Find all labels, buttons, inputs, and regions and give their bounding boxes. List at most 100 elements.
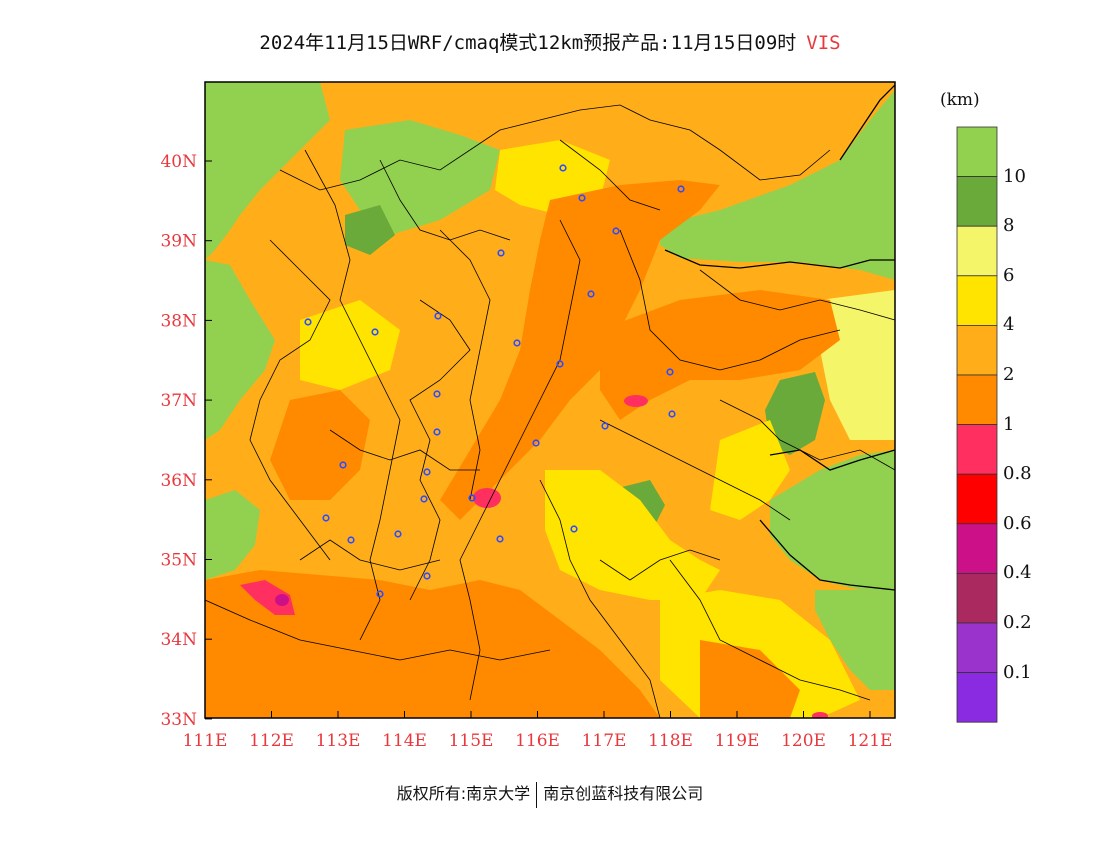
- field-orange-se: [700, 640, 800, 718]
- legend-label: 8: [1003, 215, 1015, 237]
- legend-label: 0.4: [1003, 562, 1032, 584]
- legend-colorbar: [956, 126, 998, 723]
- field-yellow-3: [710, 420, 790, 520]
- map-field: [205, 82, 895, 718]
- city-marker: [570, 525, 578, 533]
- legend-unit: (km): [940, 90, 980, 110]
- lon-tick-label: 121E: [848, 731, 893, 751]
- city-marker: [513, 339, 521, 347]
- field-pink-1: [473, 488, 501, 508]
- coastline: [664, 84, 895, 591]
- copyright-right: 南京创蓝科技有限公司: [543, 784, 704, 803]
- lon-tick-label: 115E: [449, 731, 494, 751]
- lon-tick-label: 112E: [249, 731, 294, 751]
- field-w-green: [205, 260, 275, 440]
- copyright: 版权所有:南京大学 南京创蓝科技有限公司: [0, 780, 1100, 808]
- field-pink-2: [624, 395, 648, 407]
- field-orange-band-1: [440, 180, 720, 520]
- city-marker: [559, 164, 567, 172]
- field-pink-3: [240, 580, 295, 615]
- field-pink-4: [812, 712, 828, 718]
- lon-tick-label: 111E: [183, 731, 228, 751]
- city-marker: [612, 227, 620, 235]
- field-orange-south: [205, 570, 660, 718]
- lat-tick-label: 34N: [160, 630, 197, 650]
- copyright-left: 版权所有:南京大学: [396, 784, 531, 803]
- city-marker: [394, 530, 402, 538]
- field-yellow-4: [300, 300, 400, 390]
- legend-label: 0.1: [1003, 661, 1032, 683]
- city-marker: [666, 368, 674, 376]
- city-marker: [496, 535, 504, 543]
- city-marker: [556, 360, 564, 368]
- city-marker: [376, 590, 384, 598]
- axis-ticks: [204, 160, 871, 720]
- legend-label: 6: [1003, 264, 1015, 286]
- title-main: 2024年11月15日WRF/cmaq模式12km预报产品:11月15日09时: [259, 32, 797, 54]
- city-marker: [578, 194, 586, 202]
- city-marker: [587, 290, 595, 298]
- legend-swatch: [956, 225, 998, 277]
- lat-tick-label: 39N: [160, 232, 197, 252]
- city-marker: [601, 422, 609, 430]
- field-bohai-green: [660, 90, 895, 280]
- lon-tick-label: 116E: [515, 731, 560, 751]
- city-marker: [497, 249, 505, 257]
- city-marker: [433, 428, 441, 436]
- lon-tick-label: 120E: [781, 731, 826, 751]
- legend-swatch: [956, 176, 998, 227]
- city-marker: [532, 439, 540, 447]
- legend-label: 10: [1003, 165, 1026, 187]
- field-lightyellow-1: [820, 290, 895, 440]
- lat-tick-label: 38N: [160, 311, 197, 331]
- map-title: 2024年11月15日WRF/cmaq模式12km预报产品:11月15日09时 V…: [0, 28, 1100, 55]
- city-marker: [423, 468, 431, 476]
- legend-label: 0.2: [1003, 612, 1032, 633]
- city-markers: [304, 164, 685, 598]
- city-marker: [433, 390, 441, 398]
- lat-tick-label: 35N: [160, 551, 197, 571]
- city-marker: [434, 312, 442, 320]
- lon-tick-label: 118E: [648, 731, 693, 751]
- legend-swatch: [956, 324, 998, 376]
- legend-label: 0.6: [1003, 512, 1032, 534]
- city-marker: [339, 461, 347, 469]
- legend-label: 2: [1003, 364, 1015, 385]
- lon-tick-label: 114E: [382, 731, 427, 751]
- legend-label: 1: [1003, 413, 1015, 435]
- field-yellowsea-green: [770, 450, 895, 600]
- legend-swatch: [956, 473, 998, 525]
- legend-swatch: [956, 275, 998, 326]
- copyright-separator: [536, 781, 538, 808]
- city-marker: [668, 410, 676, 418]
- field-nw-green: [205, 82, 330, 260]
- legend-swatch: [956, 573, 998, 624]
- lat-tick-label: 36N: [160, 471, 197, 491]
- title-variable: VIS: [806, 32, 841, 54]
- city-marker: [677, 185, 685, 193]
- field-orange-band-2: [600, 290, 840, 420]
- legend-swatch: [956, 523, 998, 574]
- field-sw-green: [205, 490, 260, 580]
- lon-axis-labels: 111E 112E 113E 114E 115E 116E 117E 118E 119E 120E…: [183, 731, 893, 751]
- lat-tick-label: 37N: [160, 391, 197, 411]
- field-magenta-1: [275, 594, 289, 606]
- field-orange-west: [270, 390, 370, 500]
- legend-swatch: [956, 622, 998, 673]
- field-yellow-2: [545, 470, 720, 600]
- lat-tick-label: 33N: [160, 710, 197, 730]
- city-marker: [371, 328, 379, 336]
- lat-tick-label: 40N: [160, 152, 197, 172]
- lon-tick-label: 113E: [316, 731, 361, 751]
- lon-tick-label: 117E: [582, 731, 627, 751]
- city-marker: [322, 514, 330, 522]
- legend-swatch: [956, 374, 998, 425]
- city-marker: [420, 495, 428, 503]
- legend-swatch: [956, 126, 998, 177]
- legend-label: 0.8: [1003, 463, 1032, 485]
- city-marker: [468, 494, 476, 502]
- legend-swatch: [956, 672, 998, 723]
- city-marker: [304, 318, 312, 326]
- field-shandong-darkgreen: [765, 372, 825, 455]
